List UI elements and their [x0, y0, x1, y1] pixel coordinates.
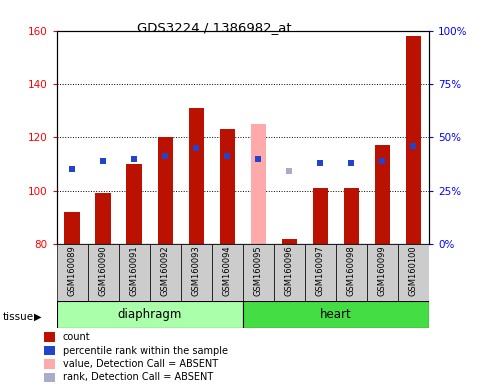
Text: GSM160097: GSM160097	[316, 246, 325, 296]
Bar	[375, 145, 390, 244]
Text: GSM160095: GSM160095	[254, 246, 263, 296]
Bar	[88, 244, 119, 301]
Text: GSM160091: GSM160091	[130, 246, 139, 296]
Text: rank, Detection Call = ABSENT: rank, Detection Call = ABSENT	[63, 372, 213, 382]
Bar	[212, 244, 243, 301]
Bar	[305, 244, 336, 301]
Text: GSM160094: GSM160094	[223, 246, 232, 296]
Text: GSM160098: GSM160098	[347, 246, 356, 296]
Bar	[243, 244, 274, 301]
Text: GSM160096: GSM160096	[285, 246, 294, 296]
Text: ▶: ▶	[34, 312, 41, 322]
Bar	[313, 188, 328, 244]
Text: heart: heart	[320, 308, 352, 321]
Bar	[127, 164, 142, 244]
Text: GSM160089: GSM160089	[68, 246, 77, 296]
Bar	[406, 36, 421, 244]
Text: GDS3224 / 1386982_at: GDS3224 / 1386982_at	[137, 21, 292, 34]
Bar	[65, 212, 80, 244]
Text: count: count	[63, 332, 90, 342]
Text: GSM160099: GSM160099	[378, 246, 387, 296]
Bar	[181, 244, 212, 301]
Bar	[250, 124, 266, 244]
Bar	[57, 301, 243, 328]
Bar	[157, 137, 173, 244]
Text: diaphragm: diaphragm	[117, 308, 182, 321]
Bar	[344, 188, 359, 244]
Text: GSM160090: GSM160090	[99, 246, 108, 296]
Bar	[398, 244, 429, 301]
Bar	[282, 238, 297, 244]
Text: GSM160092: GSM160092	[161, 246, 170, 296]
Text: GSM160100: GSM160100	[409, 246, 418, 296]
Bar	[274, 244, 305, 301]
Text: tissue: tissue	[2, 312, 34, 322]
Bar	[188, 108, 204, 244]
Bar	[57, 244, 88, 301]
Text: value, Detection Call = ABSENT: value, Detection Call = ABSENT	[63, 359, 218, 369]
Bar	[219, 129, 235, 244]
Bar	[367, 244, 398, 301]
Bar	[96, 193, 111, 244]
Bar	[119, 244, 150, 301]
Text: percentile rank within the sample: percentile rank within the sample	[63, 346, 228, 356]
Bar	[150, 244, 181, 301]
Bar	[243, 301, 429, 328]
Text: GSM160093: GSM160093	[192, 246, 201, 296]
Bar	[336, 244, 367, 301]
